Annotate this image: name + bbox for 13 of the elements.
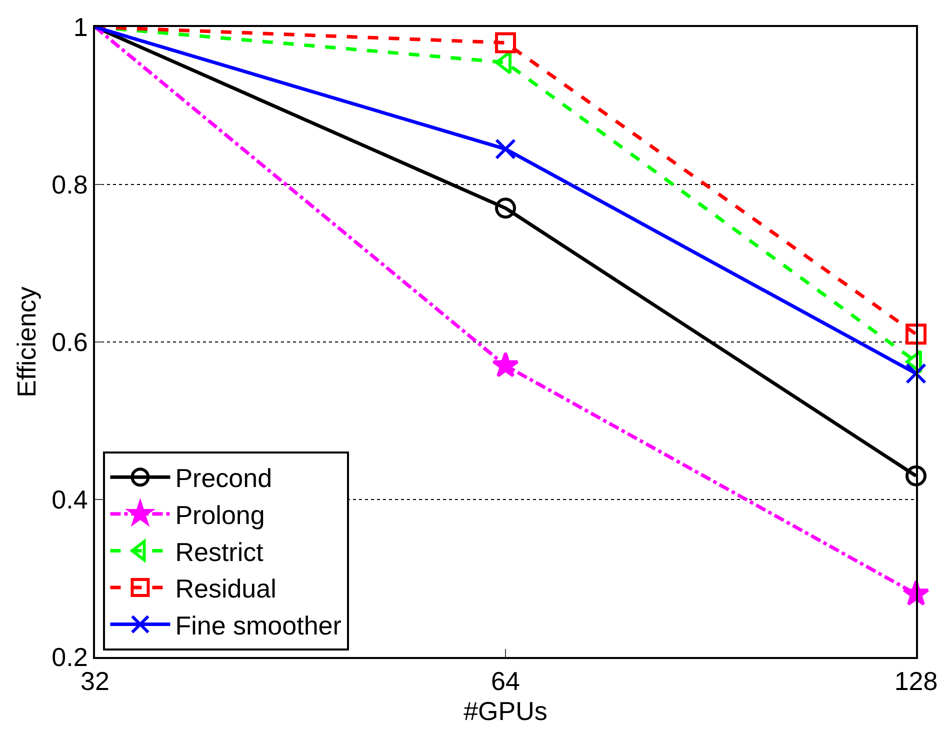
y-tick-label: 0.4 [52,484,88,515]
y-axis-title: Efficiency [12,286,42,398]
y-tick-label: 0.8 [52,170,88,200]
legend-label: Fine smoother [175,610,342,640]
x-tick-label: 128 [894,666,938,696]
legend-label: Prolong [175,500,265,530]
y-tick-label: 1 [73,12,88,42]
legend-label: Residual [175,574,276,604]
x-axis-title: #GPUs [464,696,548,726]
legend-label: Restrict [175,536,264,567]
y-tick-label: 0.6 [52,327,88,358]
x-tick-label: 64 [491,666,520,696]
legend-label: Precond [175,463,272,494]
